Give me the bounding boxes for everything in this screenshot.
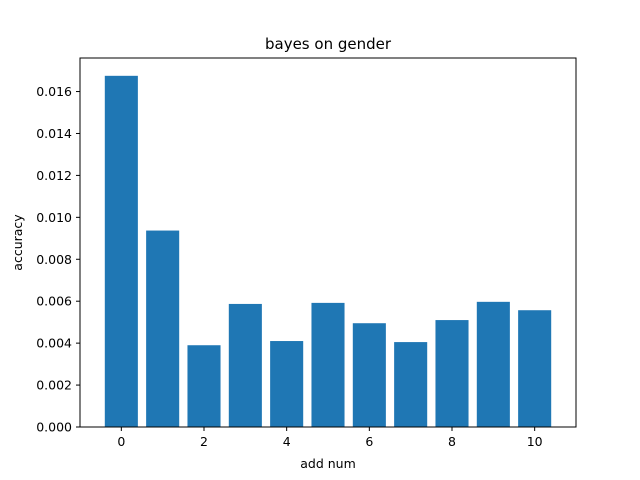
x-tick-label-4: 4 [283, 434, 291, 449]
x-ticks-group: 0 2 4 6 8 10 [117, 427, 543, 449]
y-tick-label-0.006: 0.006 [36, 294, 72, 309]
bar-2 [187, 345, 221, 427]
y-tick-label-0.002: 0.002 [36, 378, 72, 393]
chart-title: bayes on gender [265, 35, 392, 53]
y-ticks-group: 0.000 0.002 0.004 0.006 0.008 0.010 0.012 0.014… [36, 84, 80, 435]
bar-5 [311, 302, 345, 427]
y-tick-label-0.000: 0.000 [36, 420, 72, 435]
bar-1 [146, 230, 180, 427]
bars-group [104, 75, 552, 428]
x-tick-label-2: 2 [200, 434, 208, 449]
bar-10 [518, 310, 552, 427]
bar-7 [394, 342, 428, 427]
x-tick-label-0: 0 [117, 434, 125, 449]
y-tick-label-0.008: 0.008 [36, 252, 72, 267]
bar-6 [352, 323, 386, 427]
plot-frame [79, 57, 577, 428]
x-tick-label-6: 6 [365, 434, 373, 449]
bar-9 [476, 301, 510, 427]
bar-4 [270, 341, 304, 427]
y-tick-label-0.012: 0.012 [36, 168, 72, 183]
y-tick-label-0.014: 0.014 [36, 126, 72, 141]
bar-0 [104, 75, 138, 428]
y-tick-label-0.016: 0.016 [36, 84, 72, 99]
x-tick-label-8: 8 [448, 434, 456, 449]
x-tick-label-10: 10 [527, 434, 543, 449]
y-tick-label-0.010: 0.010 [36, 210, 72, 225]
bar-3 [228, 303, 262, 427]
x-axis-title: add num [300, 456, 356, 471]
bar-8 [435, 320, 469, 427]
y-axis-title: accuracy [10, 214, 25, 271]
y-tick-label-0.004: 0.004 [36, 336, 72, 351]
